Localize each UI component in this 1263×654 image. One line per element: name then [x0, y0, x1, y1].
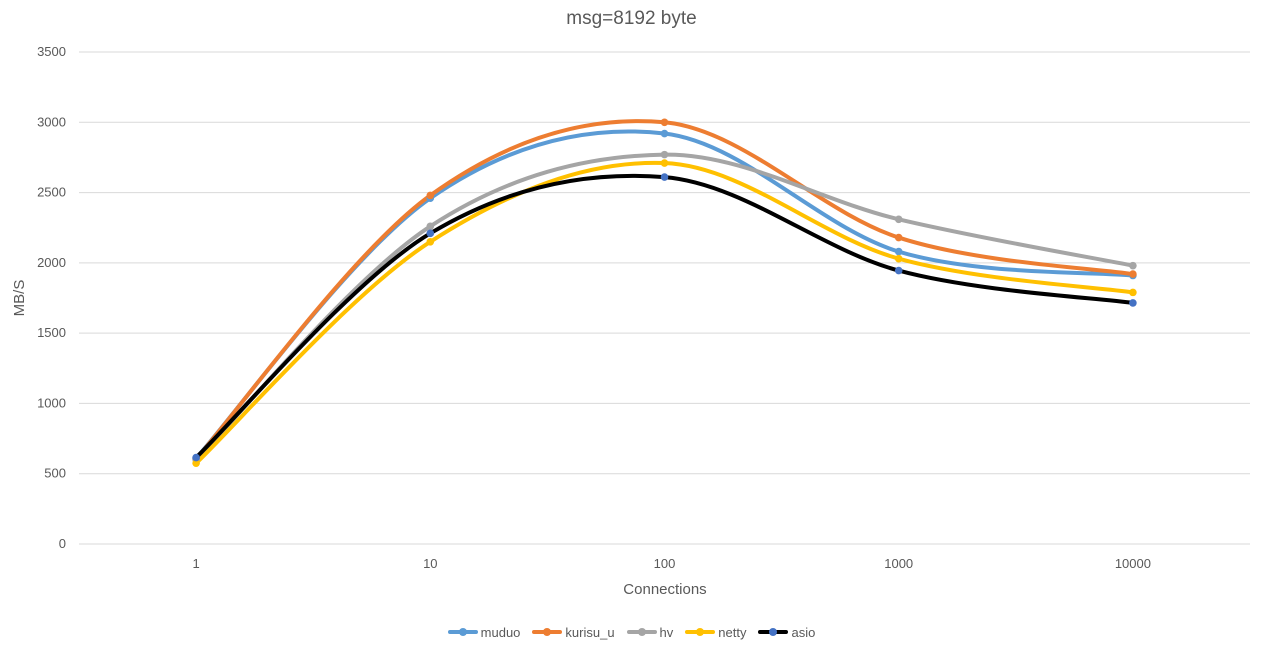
y-tick-label: 3000: [37, 114, 66, 129]
gridlines: [79, 51, 1250, 545]
y-tick-label: 500: [44, 466, 66, 481]
data-point-asio: [894, 266, 903, 275]
legend-label: kurisu_u: [565, 624, 615, 640]
legend-label: asio: [791, 624, 816, 640]
data-point-kurisu-u: [426, 191, 435, 200]
data-point-netty: [894, 254, 903, 263]
legend-label: muduo: [480, 624, 521, 640]
legend-swatch: [626, 624, 657, 640]
legend-swatch: [447, 624, 478, 640]
legend-item: kurisu_u: [532, 624, 615, 640]
x-tick-label: 10: [423, 556, 437, 571]
x-tick-label: 1: [192, 556, 199, 571]
data-point-hv: [1129, 261, 1137, 270]
legend-item: netty: [685, 624, 746, 640]
data-point-netty: [426, 237, 435, 246]
data-point-kurisu-u: [894, 233, 903, 242]
y-tick-label: 0: [59, 536, 66, 551]
x-axis-ticks: 1 10 100 1000 10000: [192, 556, 1150, 571]
data-point-netty: [192, 459, 200, 467]
x-tick-label: 10000: [1115, 556, 1151, 571]
legend-swatch: [532, 624, 563, 640]
legend-label: hv: [659, 624, 674, 640]
data-point-muduo: [660, 129, 669, 138]
y-axis-ticks: 0 500 1000 1500 2000 2500 3000 3500: [37, 44, 66, 551]
legend-item: muduo: [447, 624, 521, 640]
chart-title: msg=8192 byte: [566, 8, 697, 29]
legend-item: hv: [626, 624, 674, 640]
data-point-asio: [660, 173, 669, 181]
legend-swatch: [758, 624, 789, 640]
data-point-netty: [660, 159, 669, 167]
series-line-asio: [194, 173, 1135, 460]
series-line-hv: [194, 152, 1135, 462]
x-tick-label: 1000: [884, 556, 913, 571]
y-tick-label: 1000: [37, 395, 66, 410]
series-line-kurisu-u: [194, 119, 1135, 461]
legend: muduo kurisu_u hv netty asio: [0, 624, 1263, 640]
legend-label: netty: [718, 624, 747, 640]
data-point-asio: [426, 229, 435, 238]
data-point-asio: [192, 453, 200, 462]
data-point-muduo: [894, 247, 903, 256]
data-point-hv: [426, 222, 435, 231]
data-point-kurisu-u: [660, 118, 669, 127]
y-tick-label: 3500: [37, 44, 66, 59]
data-point-hv: [894, 215, 903, 224]
x-tick-label: 100: [654, 556, 676, 571]
data-point-asio: [1129, 299, 1137, 307]
legend-swatch: [685, 624, 716, 640]
data-point-hv: [660, 150, 669, 159]
legend-item: asio: [758, 624, 815, 640]
y-tick-label: 1500: [37, 325, 66, 340]
series-points: [192, 118, 1137, 467]
y-tick-label: 2500: [37, 185, 66, 200]
series-lines: [194, 119, 1135, 466]
data-point-netty: [1129, 288, 1137, 297]
data-point-kurisu-u: [1129, 270, 1137, 278]
y-tick-label: 2000: [37, 255, 66, 270]
y-axis-title: MB/S: [11, 280, 28, 317]
x-axis-title: Connections: [623, 581, 706, 598]
